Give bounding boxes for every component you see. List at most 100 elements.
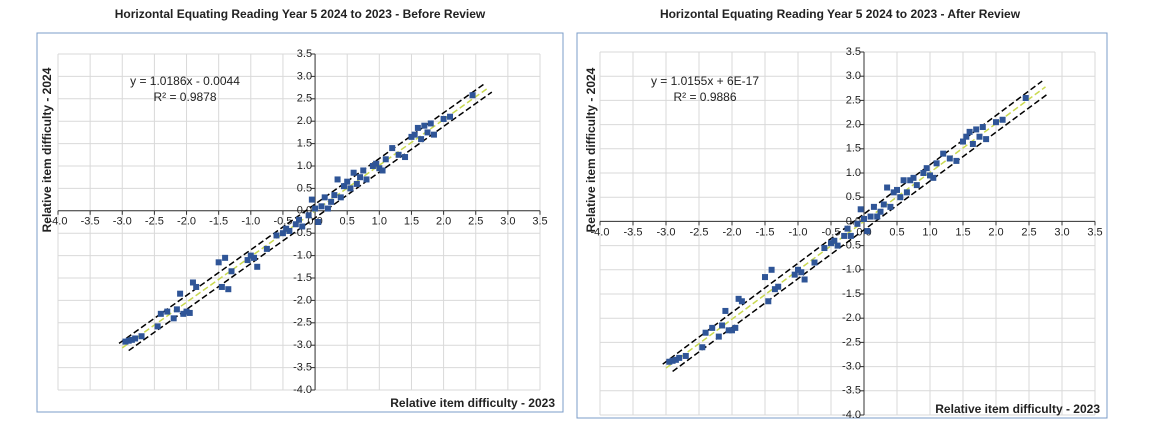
data-point — [903, 189, 910, 196]
y-tick-label: 3.5 — [846, 46, 861, 58]
data-point — [122, 338, 129, 345]
x-tick-label: -0.5 — [273, 216, 292, 228]
x-tick-label: -3.0 — [657, 226, 676, 238]
data-point — [880, 201, 887, 208]
data-point — [308, 196, 315, 203]
data-point — [279, 230, 286, 237]
data-point — [877, 208, 884, 215]
data-point — [395, 151, 402, 158]
x-tick-label: 1.5 — [955, 226, 970, 238]
y-tick-label: 3.0 — [297, 70, 312, 82]
y-tick-label: -2.0 — [842, 312, 861, 324]
data-point — [722, 307, 729, 314]
data-point — [402, 154, 409, 161]
y-tick-label: 1.0 — [846, 167, 861, 179]
x-tick-label: 1.0 — [372, 216, 387, 228]
data-point — [672, 356, 679, 363]
data-point — [963, 133, 970, 140]
data-point — [933, 160, 940, 167]
data-point — [702, 329, 709, 336]
data-point — [907, 177, 914, 184]
data-point — [913, 182, 920, 189]
data-point — [424, 129, 431, 136]
data-point — [946, 155, 953, 162]
data-point — [357, 174, 364, 181]
data-point — [831, 237, 838, 244]
data-point — [884, 184, 891, 191]
data-point — [418, 136, 425, 143]
data-point — [738, 298, 745, 305]
x-tick-label: 3.0 — [1054, 226, 1069, 238]
y-tick-label: -0.5 — [842, 240, 861, 252]
data-point — [331, 192, 338, 199]
data-point — [976, 133, 983, 140]
y-tick-label: -3.0 — [842, 361, 861, 373]
data-point — [897, 194, 904, 201]
data-point — [379, 167, 386, 174]
y-tick-label: 2.0 — [297, 115, 312, 127]
data-point — [870, 203, 877, 210]
annotation: y = 1.0186x - 0.0044 — [130, 74, 240, 88]
plot-frame — [576, 32, 1108, 419]
chart: Horizontal Equating Reading Year 5 2024 … — [576, 7, 1108, 421]
data-point — [414, 124, 421, 131]
data-point — [940, 150, 947, 157]
data-point — [173, 306, 180, 313]
data-point — [247, 252, 254, 259]
data-point — [128, 336, 135, 343]
data-point — [999, 116, 1006, 123]
data-point — [292, 221, 299, 228]
chart-title: Horizontal Equating Reading Year 5 2024 … — [115, 7, 486, 21]
data-point — [847, 232, 854, 239]
data-point — [801, 276, 808, 283]
y-tick-label: -2.5 — [293, 317, 312, 329]
data-point — [979, 124, 986, 131]
data-point — [164, 308, 171, 315]
data-point — [719, 322, 726, 329]
data-point — [923, 165, 930, 172]
y-tick-label: 3.0 — [846, 70, 861, 82]
chart-title: Horizontal Equating Reading Year 5 2024 … — [660, 7, 1021, 21]
data-point — [286, 227, 293, 234]
data-point — [762, 274, 768, 281]
data-point — [154, 323, 161, 330]
data-point — [960, 138, 966, 145]
data-point — [382, 156, 389, 163]
data-point — [180, 310, 187, 317]
data-point — [447, 113, 454, 120]
data-point — [953, 157, 960, 164]
data-point — [215, 259, 222, 266]
x-tick-label: -1.0 — [241, 216, 260, 228]
y-tick-label: -2.0 — [293, 294, 312, 306]
annotation: R² = 0.9886 — [673, 90, 736, 104]
x-tick-label: 2.0 — [988, 226, 1003, 238]
data-point — [771, 286, 778, 293]
annotation: R² = 0.9878 — [153, 90, 216, 104]
data-point — [228, 268, 235, 275]
data-point — [857, 206, 864, 213]
y-tick-label: -1.0 — [293, 250, 312, 262]
data-point — [775, 283, 782, 290]
data-point — [669, 357, 676, 364]
data-point — [890, 189, 897, 196]
y-axis-label: Relative item difficulty - 2024 — [40, 67, 54, 232]
x-tick-label: 2.5 — [468, 216, 483, 228]
data-point — [844, 225, 851, 232]
data-point — [296, 216, 302, 223]
data-point — [421, 122, 428, 129]
data-point — [440, 115, 447, 122]
data-point — [369, 163, 376, 169]
data-point — [408, 133, 415, 140]
data-point — [834, 242, 841, 249]
data-point — [983, 136, 990, 143]
data-point — [347, 185, 354, 192]
x-tick-label: 0.5 — [340, 216, 355, 228]
data-point — [427, 120, 434, 127]
annotation: y = 1.0155x + 6E-17 — [651, 74, 759, 88]
fit-line — [665, 86, 1046, 369]
data-point — [867, 213, 874, 220]
data-point — [183, 308, 190, 315]
data-point — [676, 354, 683, 361]
x-tick-label: 0.5 — [889, 226, 904, 238]
